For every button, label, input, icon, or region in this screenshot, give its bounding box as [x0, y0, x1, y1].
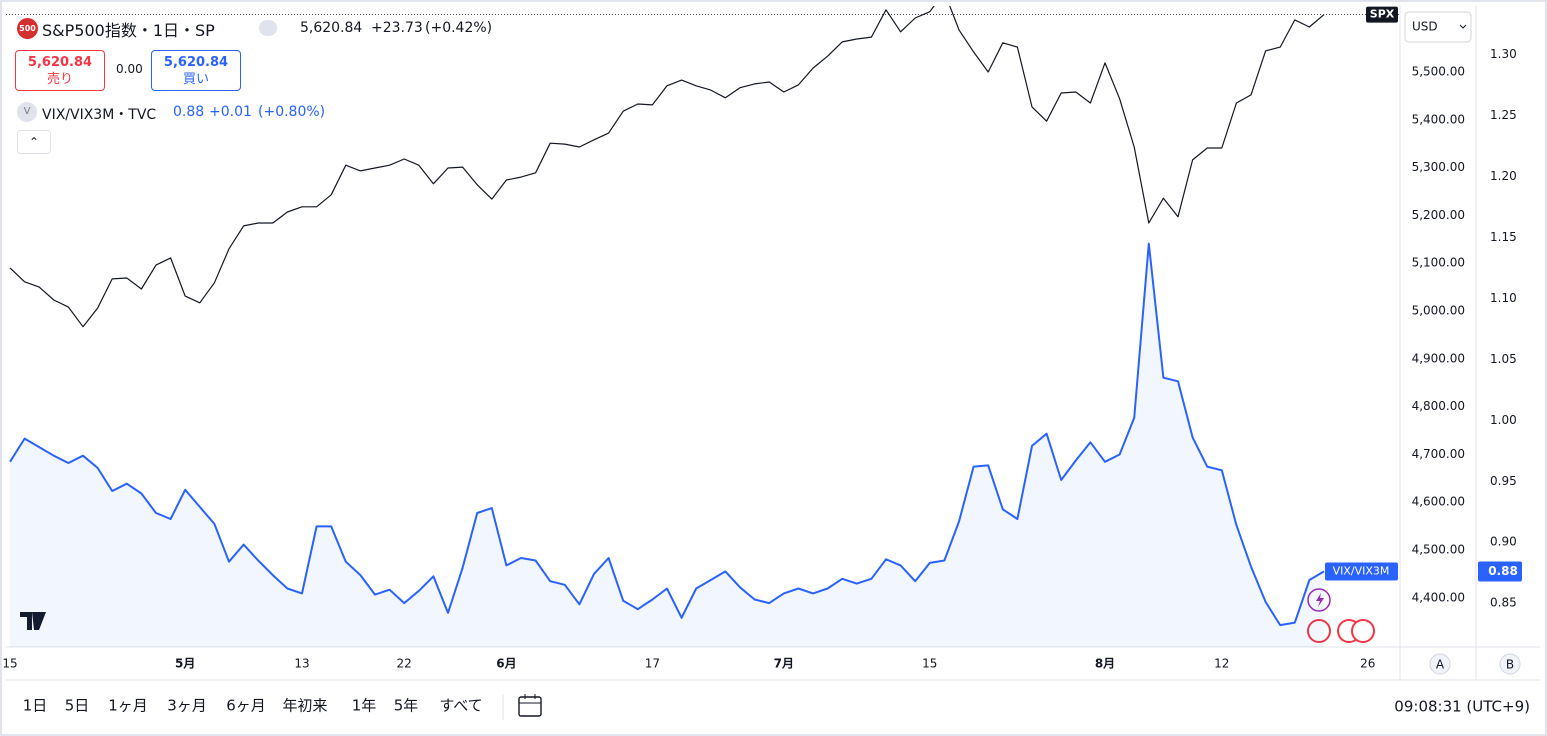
- scale-a-button[interactable]: [1429, 653, 1451, 675]
- range-button[interactable]: 3ヶ月: [167, 697, 207, 715]
- vix-icon: V: [17, 102, 37, 122]
- currency: USD: [1412, 20, 1438, 34]
- sell-button[interactable]: 5,620.84 売り: [15, 50, 105, 91]
- vix-title[interactable]: VIX/VIX3M・TVC: [42, 107, 157, 123]
- range-button[interactable]: 5年: [394, 697, 419, 715]
- x-tick-label: 17: [645, 657, 660, 671]
- flag-icon[interactable]: [1351, 619, 1375, 643]
- flag-icon[interactable]: [1307, 619, 1331, 643]
- series-line: [9, 242, 1325, 627]
- x-tick-label: 5月: [175, 657, 195, 671]
- vix-tag: VIX/VIX3M: [1333, 564, 1390, 577]
- scale-b-button[interactable]: [1499, 653, 1521, 675]
- y2-tick-label: 1.10: [1490, 291, 1517, 305]
- y2-tick-label: 1.05: [1490, 352, 1517, 366]
- y-tick-label: 4,600.00: [1412, 495, 1465, 509]
- y-tick-label: 5,500.00: [1412, 64, 1465, 78]
- x-tick-label: 6月: [496, 657, 516, 671]
- x-tick-label: 26: [1360, 657, 1375, 671]
- x-tick-label: 15: [2, 657, 17, 671]
- event-icon-bolt: [1316, 593, 1324, 607]
- x-tick-label: 8月: [1095, 657, 1115, 671]
- y-tick-label: 5,300.00: [1412, 160, 1465, 174]
- x-tick-label: 22: [397, 657, 412, 671]
- buy-price: 5,620.84: [163, 55, 229, 70]
- y-tick-label: 4,400.00: [1412, 590, 1465, 604]
- spx-change-pct: (+0.42%): [425, 20, 493, 36]
- spx-tag: SPX: [1370, 8, 1395, 21]
- y-tick-label: 4,900.00: [1412, 351, 1465, 365]
- symbol-icon: 500: [17, 18, 38, 39]
- y-tick-label: 5,400.00: [1412, 112, 1465, 126]
- y2-tick-label: 1.15: [1490, 230, 1517, 244]
- vix-change-pct: (+0.80%): [258, 104, 326, 120]
- vix-change: +0.01: [209, 104, 252, 120]
- vix-axis-tag-bg: [1478, 561, 1522, 582]
- y-tick-label: 4,500.00: [1412, 542, 1465, 556]
- x-tick-label: 7月: [774, 657, 794, 671]
- scale-a: A: [1436, 658, 1445, 672]
- y2-tick-label: 1.25: [1490, 108, 1517, 122]
- x-tick-label: 13: [294, 657, 309, 671]
- y2-tick-label: 1.00: [1490, 413, 1517, 427]
- buy-label: 買い: [182, 72, 209, 87]
- range-button[interactable]: 6ヶ月: [226, 697, 266, 715]
- clock: 09:08:31 (UTC+9): [1394, 698, 1530, 716]
- y-tick-label: 5,200.00: [1412, 208, 1465, 222]
- y2-tick-label: 1.30: [1490, 47, 1517, 61]
- spx-change: +23.73: [371, 20, 423, 36]
- sell-label: 売り: [46, 72, 73, 87]
- x-tick-label: 12: [1214, 657, 1229, 671]
- sell-price: 5,620.84: [27, 55, 93, 70]
- vix-last: 0.88: [173, 104, 205, 120]
- calendar-icon[interactable]: [518, 694, 542, 717]
- y-tick-label: 4,800.00: [1412, 399, 1465, 413]
- y-tick-label: 5,100.00: [1412, 256, 1465, 270]
- range-button[interactable]: 5日: [65, 697, 90, 715]
- y2-tick-label: 0.85: [1490, 596, 1517, 610]
- symbol-title[interactable]: S&P500指数・1日・SP: [42, 21, 215, 40]
- tv-logo: [20, 612, 46, 630]
- series-line: [9, 6, 1325, 328]
- y-tick-label: 4,700.00: [1412, 447, 1465, 461]
- y-tick-label: 5,000.00: [1412, 303, 1465, 317]
- vix-tag-bg: [1325, 562, 1398, 581]
- range-button[interactable]: 1年: [352, 697, 377, 715]
- range-button[interactable]: 1日: [23, 697, 48, 715]
- spread: 0.00: [116, 62, 143, 76]
- area-fill: [10, 243, 1324, 647]
- spx-tag-bg: [1366, 6, 1398, 23]
- spx-last: 5,620.84: [300, 20, 363, 36]
- range-button[interactable]: すべて: [439, 697, 482, 715]
- y2-tick-label: 1.20: [1490, 169, 1517, 183]
- scale-b: B: [1506, 658, 1514, 672]
- status-pill: [259, 20, 277, 36]
- range-button[interactable]: 1ヶ月: [108, 697, 148, 715]
- currency-dropdown[interactable]: [1404, 11, 1472, 43]
- x-tick-label: 15: [922, 657, 937, 671]
- collapse-button[interactable]: ⌃: [17, 130, 51, 154]
- plot: [9, 6, 1325, 647]
- buy-button[interactable]: 5,620.84 買い: [151, 50, 241, 91]
- y2-tick-label: 0.95: [1490, 474, 1517, 488]
- y2-tick-label: 0.90: [1490, 535, 1517, 549]
- vix-axis-tag: 0.88: [1488, 564, 1518, 578]
- range-button[interactable]: 年初来: [282, 697, 327, 715]
- dropdown-arrow: [1459, 24, 1467, 29]
